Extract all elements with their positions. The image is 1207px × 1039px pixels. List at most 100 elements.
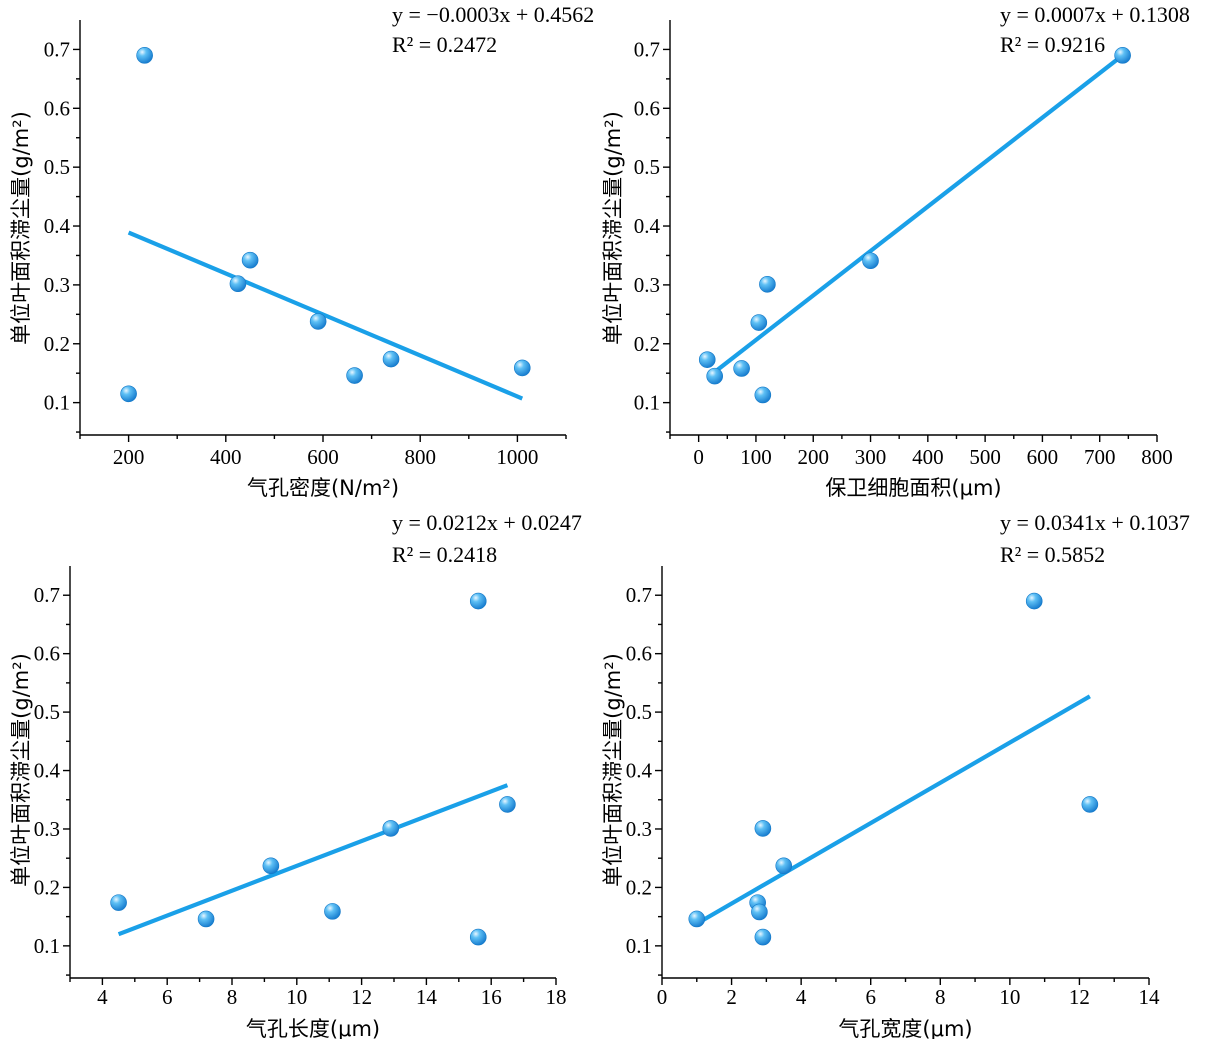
y-axis-label: 单位叶面积滞尘量(g/m²) — [9, 111, 33, 345]
y-tick-label: 0.7 — [634, 37, 660, 61]
x-tick-label: 100 — [740, 445, 772, 469]
y-tick-label: 0.1 — [44, 391, 70, 415]
y-tick-label: 0.5 — [626, 700, 652, 724]
x-tick-label: 14 — [416, 985, 438, 1009]
y-tick-label: 0.5 — [44, 155, 70, 179]
fit-equation: y = 0.0212x + 0.0247 — [392, 510, 582, 535]
y-tick-label: 0.2 — [626, 875, 652, 899]
y-tick-label: 0.2 — [34, 875, 60, 899]
data-point — [120, 385, 137, 403]
x-tick-label: 14 — [1139, 985, 1161, 1009]
y-tick-label: 0.1 — [634, 391, 660, 415]
data-point — [733, 360, 750, 377]
data-point — [1114, 47, 1131, 64]
y-tick-label: 0.6 — [626, 642, 652, 666]
data-point — [469, 928, 487, 946]
plot-p2: 0.1 0.2 0.3 0.4 0.5 0.6 0.7 0 100 200 300 400 500 600… — [601, 2, 1190, 500]
data-point — [759, 276, 776, 293]
plot-p1: 0.1 0.2 0.3 0.4 0.5 0.6 0.7 200 400 600 800 1000 气孔密… — [9, 2, 594, 500]
data-point — [136, 47, 153, 64]
y-tick-label: 0.7 — [34, 583, 60, 607]
y-tick-label: 0.6 — [44, 96, 70, 120]
y-tick-label: 0.3 — [634, 273, 660, 297]
r-squared: R² = 0.2418 — [392, 542, 497, 567]
x-tick-label: 300 — [855, 445, 887, 469]
x-tick-label: 500 — [969, 445, 1001, 469]
data-point — [262, 857, 280, 875]
data-point — [382, 820, 400, 837]
plot-p4: 0.1 0.2 0.3 0.4 0.5 0.6 0.7 0 2 4 6 8 10 12 14 气孔宽度(μm)… — [601, 510, 1190, 1039]
data-point — [754, 928, 772, 946]
y-tick-label: 0.7 — [626, 583, 652, 607]
x-tick-label: 800 — [1141, 445, 1173, 469]
x-axis-label: 气孔密度(N/m²) — [247, 476, 399, 500]
y-tick-label: 0.5 — [34, 700, 60, 724]
x-tick-label: 12 — [1069, 985, 1090, 1009]
data-point — [698, 351, 716, 368]
x-tick-label: 4 — [97, 985, 108, 1009]
plot-p3: 0.1 0.2 0.3 0.4 0.5 0.6 0.7 4 6 8 10 12 14 16 18 气孔长度(μ… — [9, 510, 582, 1039]
x-tick-label: 2 — [726, 985, 737, 1009]
x-tick-label: 10 — [286, 985, 307, 1009]
y-tick-label: 0.6 — [34, 642, 60, 666]
x-axis-label: 气孔长度(μm) — [246, 1017, 380, 1039]
y-tick-label: 0.7 — [44, 37, 70, 61]
fit-line — [127, 230, 524, 401]
data-point — [309, 313, 327, 330]
x-tick-label: 0 — [693, 445, 704, 469]
r-squared: R² = 0.5852 — [1000, 542, 1105, 567]
data-point — [241, 251, 259, 269]
y-tick-label: 0.5 — [634, 155, 660, 179]
x-tick-label: 6 — [865, 985, 876, 1009]
y-axis-label: 单位叶面积滞尘量(g/m²) — [601, 111, 625, 345]
y-tick-label: 0.1 — [626, 934, 652, 958]
x-tick-label: 16 — [481, 985, 502, 1009]
data-point — [775, 857, 793, 875]
data-point — [706, 367, 723, 385]
y-tick-label: 0.3 — [626, 817, 652, 841]
data-point — [751, 903, 768, 921]
x-tick-label: 8 — [935, 985, 946, 1009]
data-point — [110, 894, 127, 911]
x-tick-label: 0 — [657, 985, 668, 1009]
x-tick-label: 400 — [210, 445, 242, 469]
y-tick-label: 0.3 — [34, 817, 60, 841]
x-tick-label: 800 — [404, 445, 436, 469]
y-axis-label: 单位叶面积滞尘量(g/m²) — [9, 653, 33, 887]
r-squared: R² = 0.2472 — [392, 32, 497, 57]
data-point — [862, 252, 879, 270]
y-tick-label: 0.4 — [34, 759, 61, 783]
data-point — [324, 903, 341, 920]
x-tick-label: 8 — [227, 985, 238, 1009]
y-tick-label: 0.2 — [44, 332, 70, 356]
fit-equation: y = 0.0007x + 0.1308 — [1000, 2, 1190, 27]
x-tick-label: 600 — [307, 445, 339, 469]
fit-line — [117, 783, 509, 937]
x-tick-label: 18 — [546, 985, 567, 1009]
y-tick-label: 0.3 — [44, 273, 70, 297]
data-point — [346, 367, 363, 384]
y-tick-label: 0.6 — [634, 96, 660, 120]
x-tick-label: 400 — [912, 445, 944, 469]
data-point — [197, 910, 215, 928]
data-point — [499, 796, 516, 813]
x-tick-label: 200 — [113, 445, 145, 469]
data-point — [688, 910, 706, 928]
x-tick-label: 6 — [162, 985, 173, 1009]
y-tick-label: 0.2 — [634, 332, 660, 356]
x-tick-label: 4 — [796, 985, 807, 1009]
fit-line — [695, 694, 1091, 926]
y-tick-label: 0.4 — [626, 759, 653, 783]
y-tick-label: 0.1 — [34, 934, 60, 958]
data-point — [750, 314, 768, 331]
y-tick-label: 0.4 — [44, 214, 71, 238]
r-squared: R² = 0.9216 — [1000, 32, 1105, 57]
x-tick-label: 600 — [1027, 445, 1059, 469]
fit-line — [708, 53, 1124, 378]
data-point — [754, 386, 772, 404]
x-tick-label: 12 — [351, 985, 372, 1009]
data-point — [513, 359, 531, 377]
data-point — [1081, 796, 1099, 813]
x-tick-label: 700 — [1084, 445, 1116, 469]
